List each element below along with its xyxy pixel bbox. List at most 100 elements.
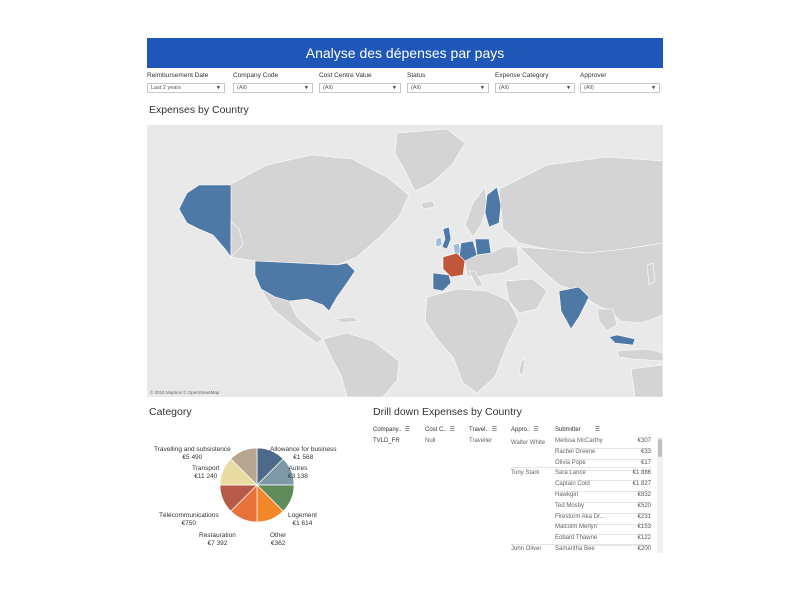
pie-slice-travelling-and-subsistence[interactable] xyxy=(230,447,258,486)
pie-label-logement: Logement €1 614 xyxy=(288,512,317,527)
pie-label-allowance: Allowance for business €1 568 xyxy=(270,446,337,461)
column-header-traveller[interactable]: Travel.. ☰ xyxy=(469,427,498,433)
pie-svg xyxy=(219,447,295,523)
australia-shape xyxy=(630,364,663,397)
cost-centre-dropdown[interactable]: (All) ▼ xyxy=(319,83,401,93)
africa-shape xyxy=(424,288,520,394)
submitter-cell: Rachel Greene xyxy=(555,448,596,455)
amount-cell: €33 xyxy=(640,448,651,455)
filter-cost-centre: Cost Centre Value (All) ▼ xyxy=(319,72,403,93)
submitter-cell: Samantha Bee xyxy=(555,546,595,552)
indonesia-shape xyxy=(616,348,663,362)
france-shape[interactable] xyxy=(442,252,466,278)
approver-cell: Tony Stark xyxy=(511,470,540,476)
submitter-cell: Firestorm Aka Dr... xyxy=(555,513,605,520)
chevron-down-icon: ▼ xyxy=(651,85,656,91)
submitter-cell: Captain Cold xyxy=(555,481,590,488)
company-cell: TVLD_FR xyxy=(373,438,400,444)
column-header-approver[interactable]: Appro.. ☰ xyxy=(511,427,539,433)
amount-cell: €1 886 xyxy=(632,470,651,477)
sort-icon[interactable]: ☰ xyxy=(594,427,601,433)
japan-shape xyxy=(646,262,656,286)
scrollbar-thumb[interactable] xyxy=(658,439,662,457)
sort-icon[interactable]: ☰ xyxy=(404,427,410,433)
pie-label-transport: Transport €11 240 xyxy=(192,465,220,480)
submitter-cell: Olivia Pope xyxy=(555,459,586,466)
madagascar-shape xyxy=(518,358,526,376)
india-shape[interactable] xyxy=(558,286,590,330)
row-divider xyxy=(555,502,651,503)
row-divider xyxy=(555,512,651,514)
map-credit: © 2018 Mapbox © OpenStreetMap xyxy=(150,390,220,395)
chevron-down-icon: ▼ xyxy=(392,85,397,91)
greenland-shape xyxy=(394,128,466,192)
filter-label: Cost Centre Value xyxy=(319,72,372,79)
pie-label-autres: Autres €3 138 xyxy=(288,465,308,480)
expenses-map[interactable]: © 2018 Mapbox © OpenStreetMap xyxy=(147,125,663,397)
amount-cell: €122 xyxy=(637,535,651,542)
filter-label: Company Code xyxy=(233,72,279,79)
submitter-cell: Sara Lance xyxy=(555,470,586,477)
category-title: Category xyxy=(149,406,192,418)
chevron-down-icon: ▼ xyxy=(566,85,571,91)
row-divider xyxy=(555,480,651,482)
submitter-cell: Hawkgirl xyxy=(555,492,579,498)
column-header-cost-centre[interactable]: Cost C.. ☰ xyxy=(425,427,456,433)
chevron-down-icon: ▼ xyxy=(216,85,221,91)
filter-reimbursement-date: Reimbursement Date Last 2 years ▼ xyxy=(147,72,231,93)
amount-cell: €1 827 xyxy=(632,481,651,488)
pie-label-travelling: Travelling and subsistence €5 490 xyxy=(154,446,231,461)
filter-expense-category: Expense Category (All) ▼ xyxy=(495,72,579,93)
row-divider xyxy=(555,523,651,525)
row-divider xyxy=(555,545,651,547)
approver-cell: John Oliver xyxy=(511,546,542,552)
amount-cell: €153 xyxy=(637,524,651,531)
row-divider xyxy=(555,458,651,460)
dashboard-title: Analyse des dépenses par pays xyxy=(305,45,505,61)
sort-icon[interactable]: ☰ xyxy=(491,427,498,433)
spain-shape[interactable] xyxy=(432,272,452,292)
company-code-dropdown[interactable]: (All) ▼ xyxy=(233,83,313,93)
chevron-down-icon: ▼ xyxy=(480,85,485,91)
approver-dropdown[interactable]: (All) ▼ xyxy=(580,83,660,93)
iceland-shape xyxy=(420,200,436,210)
canada-shape xyxy=(228,154,410,266)
asia-shape xyxy=(518,242,663,324)
status-dropdown[interactable]: (All) ▼ xyxy=(407,83,489,93)
expense-category-dropdown[interactable]: (All) ▼ xyxy=(495,83,575,93)
uk-shape[interactable] xyxy=(441,226,452,250)
row-divider xyxy=(555,448,651,449)
category-pie-chart: Travelling and subsistence €5 490 Transpo… xyxy=(147,430,363,553)
column-header-company[interactable]: Company.. ☰ xyxy=(373,427,410,433)
row-divider xyxy=(555,469,651,471)
approver-cell: Walter White xyxy=(511,440,546,446)
amount-cell: €307 xyxy=(637,438,651,444)
filter-label: Expense Category xyxy=(495,72,549,79)
scandinavia-shape xyxy=(464,186,488,238)
finland-shape[interactable] xyxy=(484,186,502,228)
caribbean-shape xyxy=(333,316,360,324)
row-divider xyxy=(555,491,651,493)
group-divider xyxy=(511,544,651,545)
ireland-shape[interactable] xyxy=(435,236,443,248)
submitter-cell: Melissa McCarthy xyxy=(555,438,603,444)
filter-label: Reimbursement Date xyxy=(147,72,209,79)
middle-east-shape xyxy=(504,278,548,314)
alaska-shape[interactable] xyxy=(178,184,232,258)
submitter-cell: Eobard Thawne xyxy=(555,535,598,542)
malaysia-shape[interactable] xyxy=(608,334,636,346)
south-america-shape xyxy=(322,332,400,397)
group-divider xyxy=(511,467,651,468)
cost-centre-cell: Null xyxy=(425,438,436,444)
table-scrollbar[interactable] xyxy=(657,437,663,553)
pie-label-other: Other €362 xyxy=(270,532,287,547)
sort-icon[interactable]: ☰ xyxy=(533,427,539,433)
column-header-submitter[interactable]: Submitter ☰ xyxy=(555,427,601,433)
poland-shape[interactable] xyxy=(474,238,492,256)
reimbursement-date-dropdown[interactable]: Last 2 years ▼ xyxy=(147,83,225,93)
filter-company-code: Company Code (All) ▼ xyxy=(233,72,317,93)
filter-approver: Approver (All) ▼ xyxy=(580,72,664,93)
filter-label: Status xyxy=(407,72,426,79)
sort-icon[interactable]: ☰ xyxy=(449,427,456,433)
se-asia-shape xyxy=(596,308,618,332)
